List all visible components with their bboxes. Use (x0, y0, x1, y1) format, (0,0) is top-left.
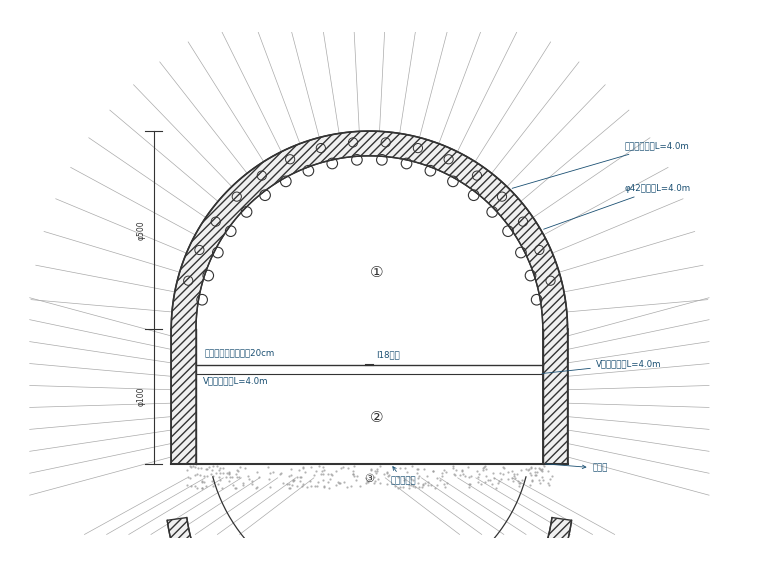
Text: 系统垄向锡杆L=4.0m: 系统垄向锡杆L=4.0m (512, 142, 689, 188)
Text: ②: ② (369, 410, 383, 425)
Text: V级锁脚锡管L=4.0m: V级锁脚锡管L=4.0m (0, 569, 1, 570)
Text: ③: ③ (364, 474, 375, 484)
Text: V级锁脚锡管L=4.0m: V级锁脚锡管L=4.0m (203, 377, 268, 386)
Text: 仰拱填充面: 仰拱填充面 (391, 467, 416, 486)
Polygon shape (167, 518, 572, 570)
Text: 重刑架: 重刑架 (546, 464, 608, 473)
Polygon shape (171, 131, 568, 463)
Text: φ100: φ100 (136, 386, 145, 406)
Text: V级锁脚锡管L=4.0m: V级锁脚锡管L=4.0m (0, 569, 1, 570)
Text: 临时仰拱喇混凝土厂20cm: 临时仰拱喇混凝土厂20cm (204, 348, 275, 357)
Text: V级锁脚锡管L=4.0m: V级锁脚锡管L=4.0m (542, 360, 661, 373)
Text: ①: ① (369, 265, 383, 280)
Text: φ42小导管L=4.0m: φ42小导管L=4.0m (543, 184, 690, 229)
Text: φ500: φ500 (136, 221, 145, 240)
Text: I18横撑: I18横撑 (376, 351, 401, 360)
